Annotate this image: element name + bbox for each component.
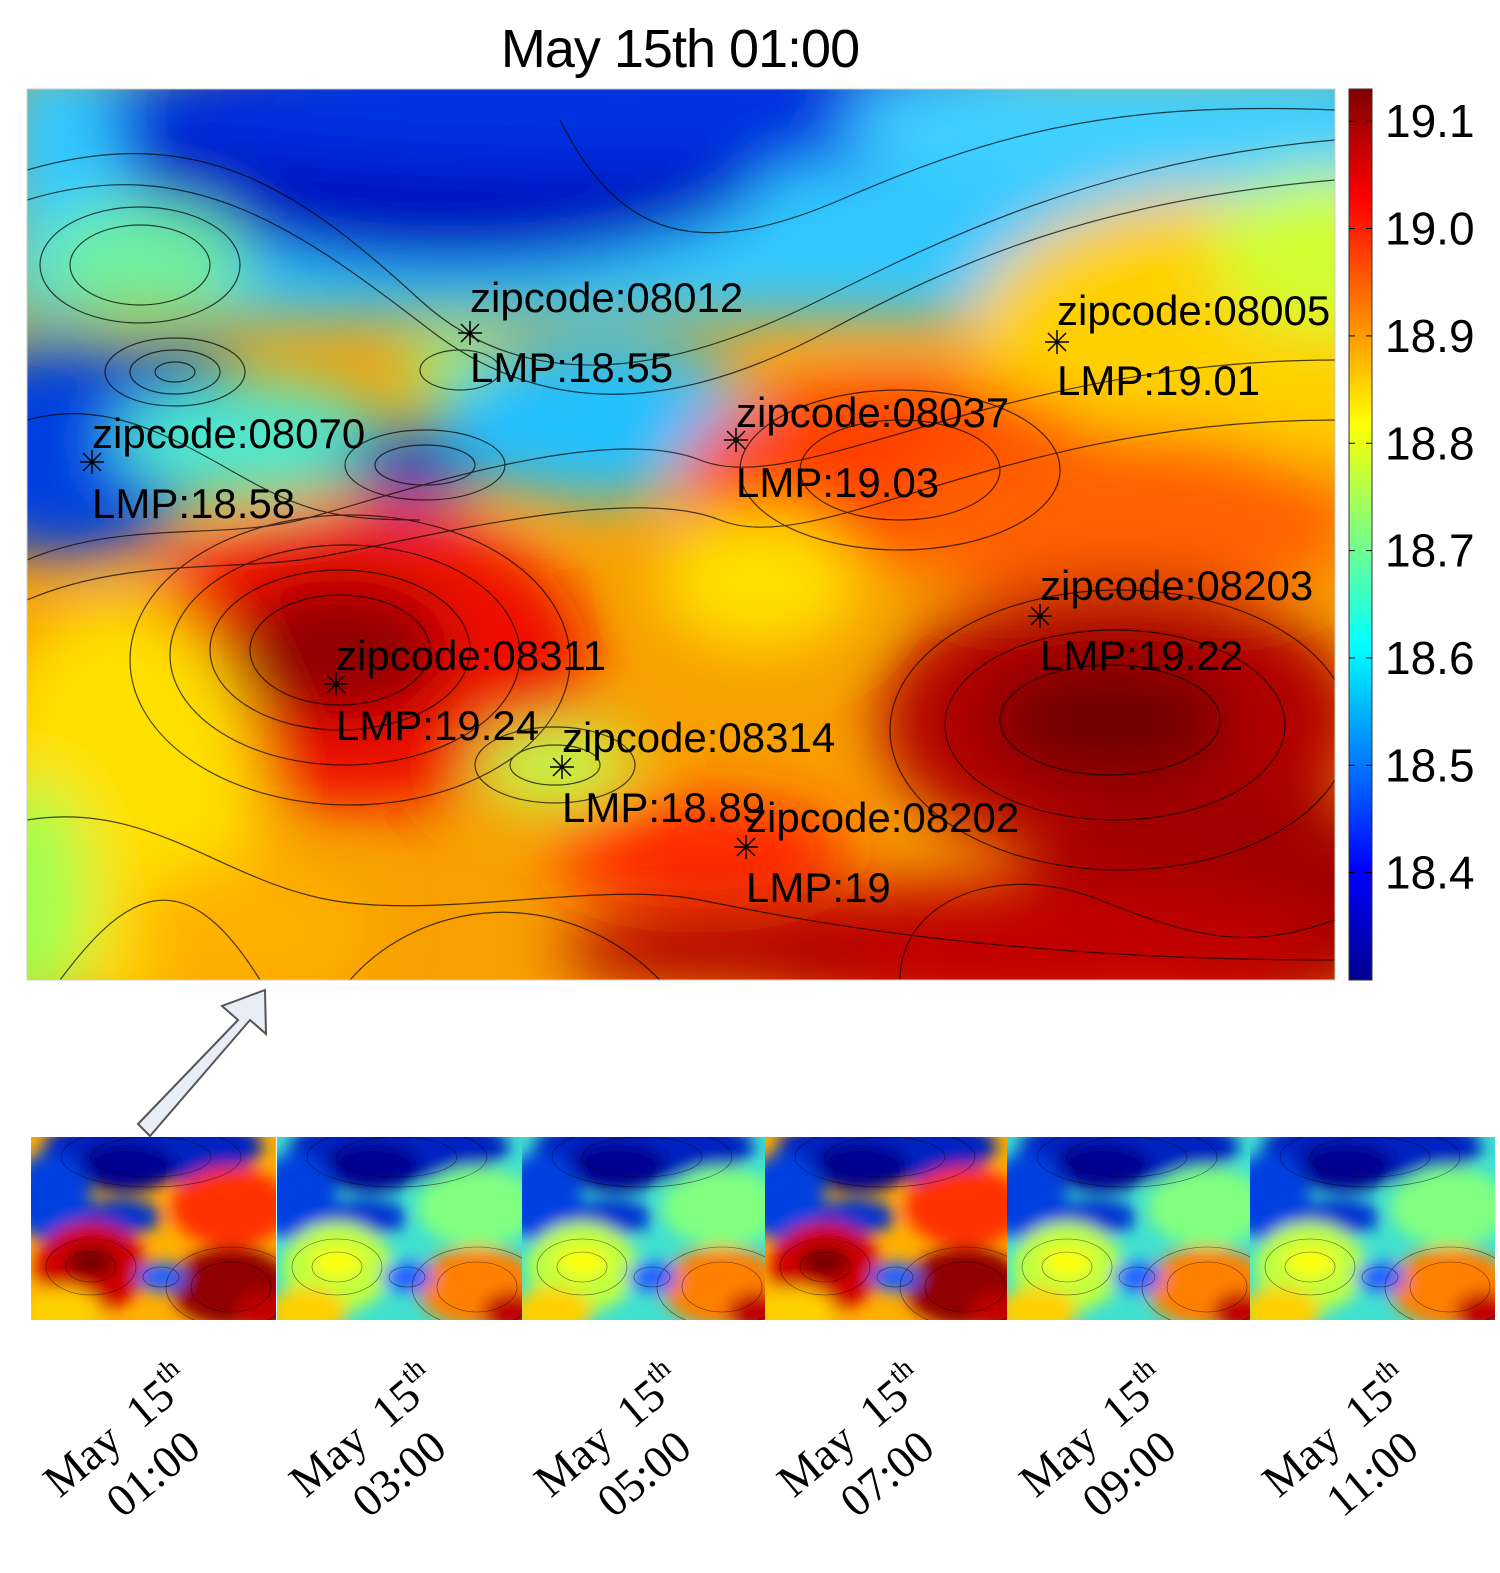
chart-title: May 15th 01:00 bbox=[500, 19, 860, 79]
point-08203: zipcode:08203 LMP:19.22 bbox=[1028, 562, 1313, 679]
star-marker bbox=[324, 672, 348, 696]
contour-plot bbox=[27, 89, 1335, 980]
zipcode-label: zipcode:08070 bbox=[92, 410, 365, 457]
point-08311: zipcode:08311 LMP:19.24 bbox=[324, 632, 606, 749]
thumbnail-6 bbox=[1250, 1137, 1495, 1320]
star-marker bbox=[1028, 604, 1052, 628]
zoom-arrow bbox=[136, 988, 268, 1138]
point-08202: zipcode:08202 LMP:19 bbox=[734, 794, 1019, 911]
point-08012: zipcode:08012 LMP:18.55 bbox=[458, 274, 743, 391]
star-marker bbox=[724, 428, 748, 452]
zipcode-label: zipcode:08005 bbox=[1057, 287, 1330, 334]
colorbar-tick-label: 18.6 bbox=[1385, 632, 1475, 684]
lmp-label: LMP:19.03 bbox=[736, 459, 939, 506]
lmp-label: LMP:18.55 bbox=[470, 344, 673, 391]
star-marker bbox=[80, 450, 104, 474]
zipcode-label: zipcode:08203 bbox=[1040, 562, 1313, 609]
star-marker bbox=[550, 755, 574, 779]
colorbar-ticks: 19.1 19.0 18.9 18.8 18.7 18.6 18.5 18.4 bbox=[1349, 95, 1475, 899]
lmp-label: LMP:19.22 bbox=[1040, 632, 1243, 679]
thumbnail-5 bbox=[1007, 1137, 1252, 1320]
zipcode-label: zipcode:08202 bbox=[746, 794, 1019, 841]
colorbar-tick-label: 18.7 bbox=[1385, 525, 1475, 577]
colorbar: 19.1 19.0 18.9 18.8 18.7 18.6 18.5 18.4 bbox=[1348, 88, 1475, 981]
lmp-label: LMP:18.89 bbox=[562, 784, 765, 831]
colorbar-tick-label: 19.1 bbox=[1385, 95, 1475, 147]
point-annotations: zipcode:08012 LMP:18.55 zipcode:08005 LM… bbox=[80, 274, 1330, 911]
thumbnail-strip bbox=[31, 1137, 1495, 1320]
point-08070: zipcode:08070 LMP:18.58 bbox=[80, 410, 365, 527]
colorbar-tick-label: 18.9 bbox=[1385, 310, 1475, 362]
star-marker bbox=[458, 321, 482, 345]
zipcode-label: zipcode:08311 bbox=[336, 632, 606, 679]
thumbnail-4 bbox=[765, 1137, 1010, 1320]
colorbar-gradient bbox=[1348, 88, 1373, 981]
plot-frame bbox=[26, 88, 1336, 981]
colorbar-tick-label: 19.0 bbox=[1385, 203, 1475, 255]
star-marker bbox=[734, 835, 758, 859]
lmp-label: LMP:19.01 bbox=[1057, 357, 1260, 404]
zipcode-label: zipcode:08314 bbox=[562, 714, 835, 761]
point-08005: zipcode:08005 LMP:19.01 bbox=[1045, 287, 1330, 404]
colorbar-tick-label: 18.5 bbox=[1385, 739, 1475, 791]
point-08314: zipcode:08314 LMP:18.89 bbox=[550, 714, 835, 831]
thumbnail-2 bbox=[277, 1137, 522, 1320]
zipcode-label: zipcode:08037 bbox=[736, 389, 1009, 436]
colorbar-tick-label: 18.8 bbox=[1385, 417, 1475, 469]
lmp-label: LMP:19 bbox=[746, 864, 891, 911]
star-marker bbox=[1045, 330, 1069, 354]
colorbar-tick-label: 18.4 bbox=[1385, 847, 1475, 899]
thumbnail-3 bbox=[522, 1137, 767, 1320]
thumbnail-1 bbox=[31, 1137, 276, 1320]
point-08037: zipcode:08037 LMP:19.03 bbox=[724, 389, 1009, 506]
zipcode-label: zipcode:08012 bbox=[470, 274, 743, 321]
lmp-label: LMP:19.24 bbox=[336, 702, 539, 749]
lmp-label: LMP:18.58 bbox=[92, 480, 295, 527]
contour-lines bbox=[27, 107, 1335, 980]
